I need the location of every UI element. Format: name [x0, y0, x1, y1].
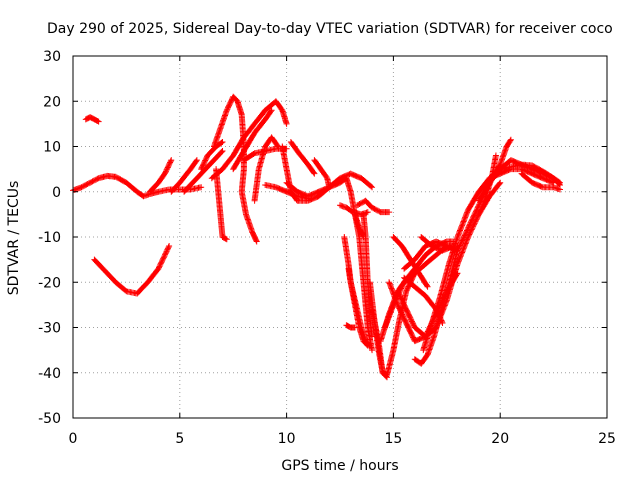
data-track [418, 234, 457, 254]
data-point-markers [213, 166, 230, 243]
x-tick-label: 10 [278, 431, 296, 447]
data-point-markers [230, 107, 275, 173]
chart-title: Day 290 of 2025, Sidereal Day-to-day VTE… [47, 21, 613, 37]
data-point-markers [82, 114, 102, 125]
y-tick-label: 20 [43, 94, 61, 110]
data-point-markers [518, 170, 564, 193]
data-track [345, 265, 373, 349]
x-axis-label: GPS time / hours [281, 458, 398, 474]
data-point-markers [91, 243, 173, 297]
data-point-markers [251, 134, 282, 204]
data-track [283, 175, 367, 240]
data-point-markers [354, 197, 393, 216]
data-point-markers [283, 175, 367, 240]
data-track [208, 98, 290, 182]
data-track [279, 143, 376, 204]
y-axis-label: SDTVAR / TECUs [6, 181, 22, 296]
data-points [70, 93, 564, 381]
data-track [181, 148, 226, 195]
data-point-markers [287, 139, 318, 177]
data-track [213, 166, 230, 243]
y-tick-label: 0 [52, 185, 61, 201]
x-ticks: 0 5 10 15 20 25 [69, 56, 616, 447]
data-track [91, 243, 173, 297]
data-track [251, 134, 282, 204]
data-track [287, 139, 318, 177]
x-tick-label: 25 [598, 431, 616, 447]
data-track [168, 157, 200, 195]
y-tick-label: 10 [43, 140, 61, 156]
data-point-markers [345, 265, 373, 349]
x-tick-label: 5 [175, 431, 184, 447]
y-tick-label: -40 [38, 366, 61, 382]
data-track [230, 107, 275, 173]
y-tick-label: 30 [43, 49, 61, 65]
data-point-markers [181, 148, 226, 195]
data-track [146, 157, 175, 195]
y-tick-label: -10 [38, 230, 61, 246]
data-point-markers [343, 322, 358, 331]
data-track [311, 157, 333, 191]
data-point-markers [486, 161, 564, 186]
data-point-markers [420, 166, 557, 354]
y-tick-label: -20 [38, 275, 61, 291]
y-tick-label: -50 [38, 411, 61, 427]
data-track [518, 170, 564, 193]
data-track [354, 197, 393, 216]
x-tick-label: 15 [384, 431, 402, 447]
x-tick-label: 0 [69, 431, 78, 447]
data-point-markers [279, 143, 376, 204]
y-ticks: -50 -40 -30 -20 -10 0 10 20 30 [38, 49, 607, 427]
data-point-markers [418, 234, 457, 254]
data-point-markers [208, 98, 290, 182]
data-track [82, 114, 102, 125]
plot-grid [73, 56, 607, 418]
data-track [486, 161, 564, 186]
data-point-markers [311, 157, 333, 191]
data-point-markers [146, 157, 175, 195]
data-track [420, 166, 557, 354]
data-point-markers [390, 234, 431, 290]
data-track [343, 322, 358, 331]
data-track [390, 234, 431, 290]
y-tick-label: -30 [38, 321, 61, 337]
data-point-markers [168, 157, 200, 195]
x-tick-label: 20 [491, 431, 509, 447]
